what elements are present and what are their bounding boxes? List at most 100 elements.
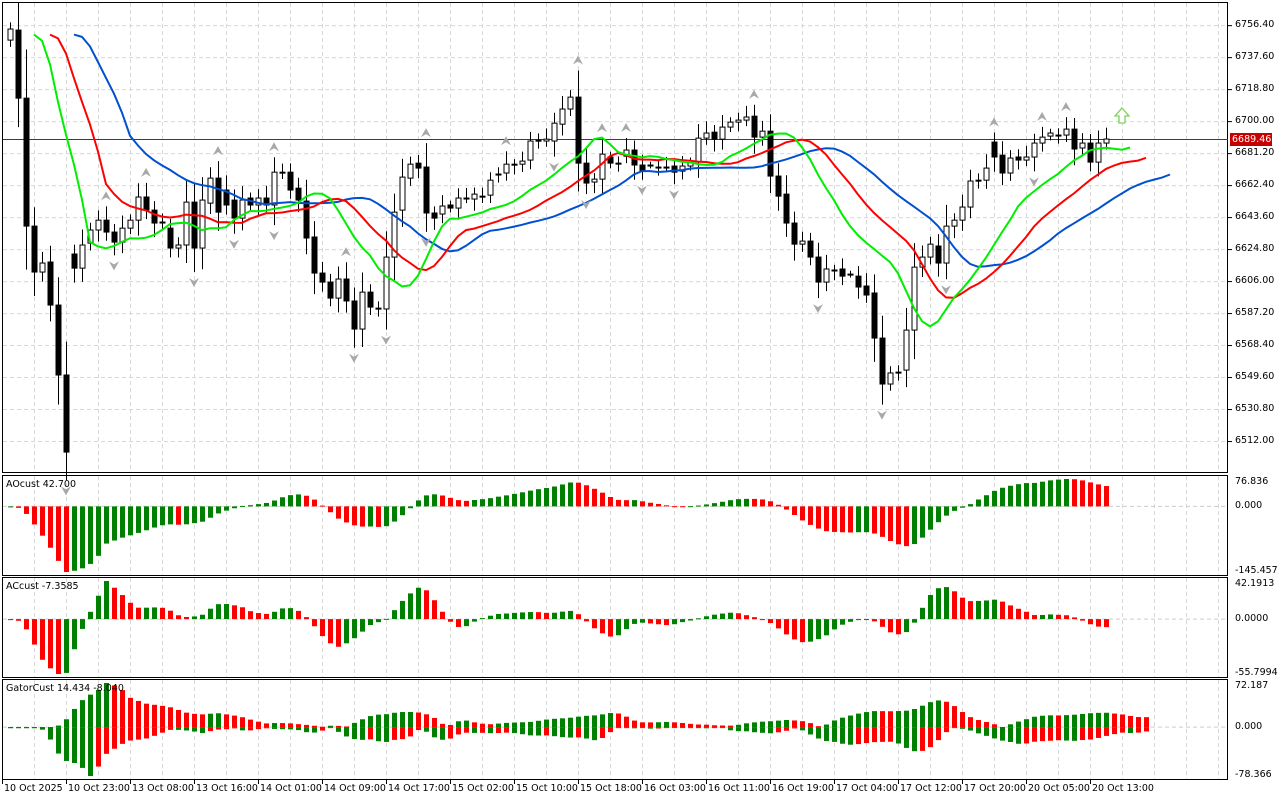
ac-bar bbox=[960, 597, 965, 620]
fractal-up-icon bbox=[749, 89, 759, 99]
candle-body bbox=[743, 116, 750, 121]
candle bbox=[879, 315, 886, 405]
ac-bar bbox=[712, 614, 717, 620]
ao-bar bbox=[288, 495, 293, 507]
ac-bar bbox=[480, 618, 485, 620]
candle bbox=[479, 187, 486, 203]
ac-bar bbox=[176, 615, 181, 620]
candle bbox=[1063, 117, 1070, 142]
gator-bar bbox=[760, 727, 765, 733]
candle-body bbox=[791, 222, 798, 245]
ao-bar bbox=[688, 506, 693, 508]
candle bbox=[391, 193, 398, 281]
gator-bar bbox=[272, 723, 277, 728]
gator-bar bbox=[1056, 715, 1061, 728]
ao-bar bbox=[792, 506, 797, 516]
ac-bar bbox=[992, 599, 997, 620]
gator-bar bbox=[720, 727, 725, 729]
gator-bar bbox=[1112, 713, 1117, 728]
ao-bar bbox=[456, 500, 461, 507]
ac-bar bbox=[384, 618, 389, 620]
candle-body bbox=[215, 177, 222, 213]
candle-body bbox=[71, 253, 78, 269]
ao-bar bbox=[704, 504, 709, 507]
candle-body bbox=[1103, 138, 1110, 144]
gator-bar bbox=[936, 700, 941, 728]
candle-body bbox=[895, 371, 902, 374]
candle-body bbox=[519, 160, 526, 165]
ac-bar bbox=[120, 595, 125, 620]
ao-bar bbox=[248, 505, 253, 507]
ac-bar bbox=[64, 619, 69, 673]
fractal-down-icon bbox=[381, 335, 391, 345]
fractal-up-icon bbox=[597, 123, 607, 133]
gator-bar bbox=[448, 727, 453, 739]
candle-body bbox=[599, 153, 606, 180]
ao-bar bbox=[208, 506, 213, 518]
ao-pane[interactable] bbox=[2, 475, 1228, 576]
ao-bar bbox=[776, 504, 781, 507]
gator-bar bbox=[592, 727, 597, 741]
ac-bar bbox=[608, 619, 613, 637]
gator-bar bbox=[416, 712, 421, 728]
ac-bar bbox=[816, 619, 821, 640]
candle bbox=[303, 179, 310, 255]
ao-bar bbox=[1008, 485, 1013, 507]
candle-body bbox=[1063, 128, 1070, 136]
gator-axis-zero: 0.000 bbox=[1235, 721, 1263, 733]
ao-bar bbox=[120, 506, 125, 538]
gator-bar bbox=[856, 727, 861, 745]
gator-bar bbox=[136, 727, 141, 740]
fractal-up-icon bbox=[269, 142, 279, 152]
gator-bar bbox=[280, 723, 285, 728]
gator-bar bbox=[1048, 727, 1053, 741]
candle-body bbox=[1023, 156, 1030, 161]
gator-bar bbox=[72, 708, 77, 728]
ao-bar bbox=[16, 506, 21, 508]
gator-bar bbox=[776, 727, 781, 733]
gator-bar bbox=[936, 727, 941, 741]
time-label: 17 Oct 04:00 bbox=[836, 783, 898, 794]
ac-bar bbox=[1080, 619, 1085, 621]
gator-pane[interactable] bbox=[2, 679, 1228, 780]
gator-bar bbox=[608, 727, 613, 733]
gator-bar bbox=[696, 724, 701, 728]
gator-bar bbox=[336, 725, 341, 728]
ac-bar bbox=[688, 619, 693, 621]
ac-bar bbox=[248, 611, 253, 620]
time-label: 14 Oct 17:00 bbox=[388, 783, 450, 794]
candle-body bbox=[503, 163, 510, 174]
ao-bar bbox=[344, 506, 349, 523]
ao-bar bbox=[488, 498, 493, 507]
ao-bar bbox=[552, 486, 557, 507]
gator-bar bbox=[712, 725, 717, 728]
candle bbox=[415, 154, 422, 179]
time-label: 16 Oct 03:00 bbox=[644, 783, 706, 794]
gator-bar bbox=[592, 715, 597, 728]
candle-body bbox=[607, 156, 614, 164]
ac-bar bbox=[160, 607, 165, 620]
ac-bar bbox=[488, 615, 493, 620]
candle bbox=[407, 156, 414, 186]
candle bbox=[591, 173, 598, 194]
candle-body bbox=[447, 204, 454, 209]
gator-bar bbox=[960, 712, 965, 728]
candle bbox=[671, 159, 678, 185]
ao-bar bbox=[184, 506, 189, 525]
gator-bar bbox=[32, 727, 37, 729]
ao-bar bbox=[256, 504, 261, 507]
candle-body bbox=[111, 231, 118, 243]
ac-pane[interactable] bbox=[2, 577, 1228, 678]
ac-bar bbox=[424, 590, 429, 620]
candle-body bbox=[375, 307, 382, 310]
gator-bar bbox=[368, 716, 373, 728]
gator-bar bbox=[48, 727, 53, 740]
main-pane[interactable] bbox=[2, 2, 1228, 473]
candle-body bbox=[767, 130, 774, 177]
gator-bar bbox=[96, 689, 101, 728]
gator-bar bbox=[216, 713, 221, 728]
candle bbox=[39, 251, 46, 282]
ao-bar bbox=[328, 506, 333, 513]
gator-bar bbox=[640, 727, 645, 729]
